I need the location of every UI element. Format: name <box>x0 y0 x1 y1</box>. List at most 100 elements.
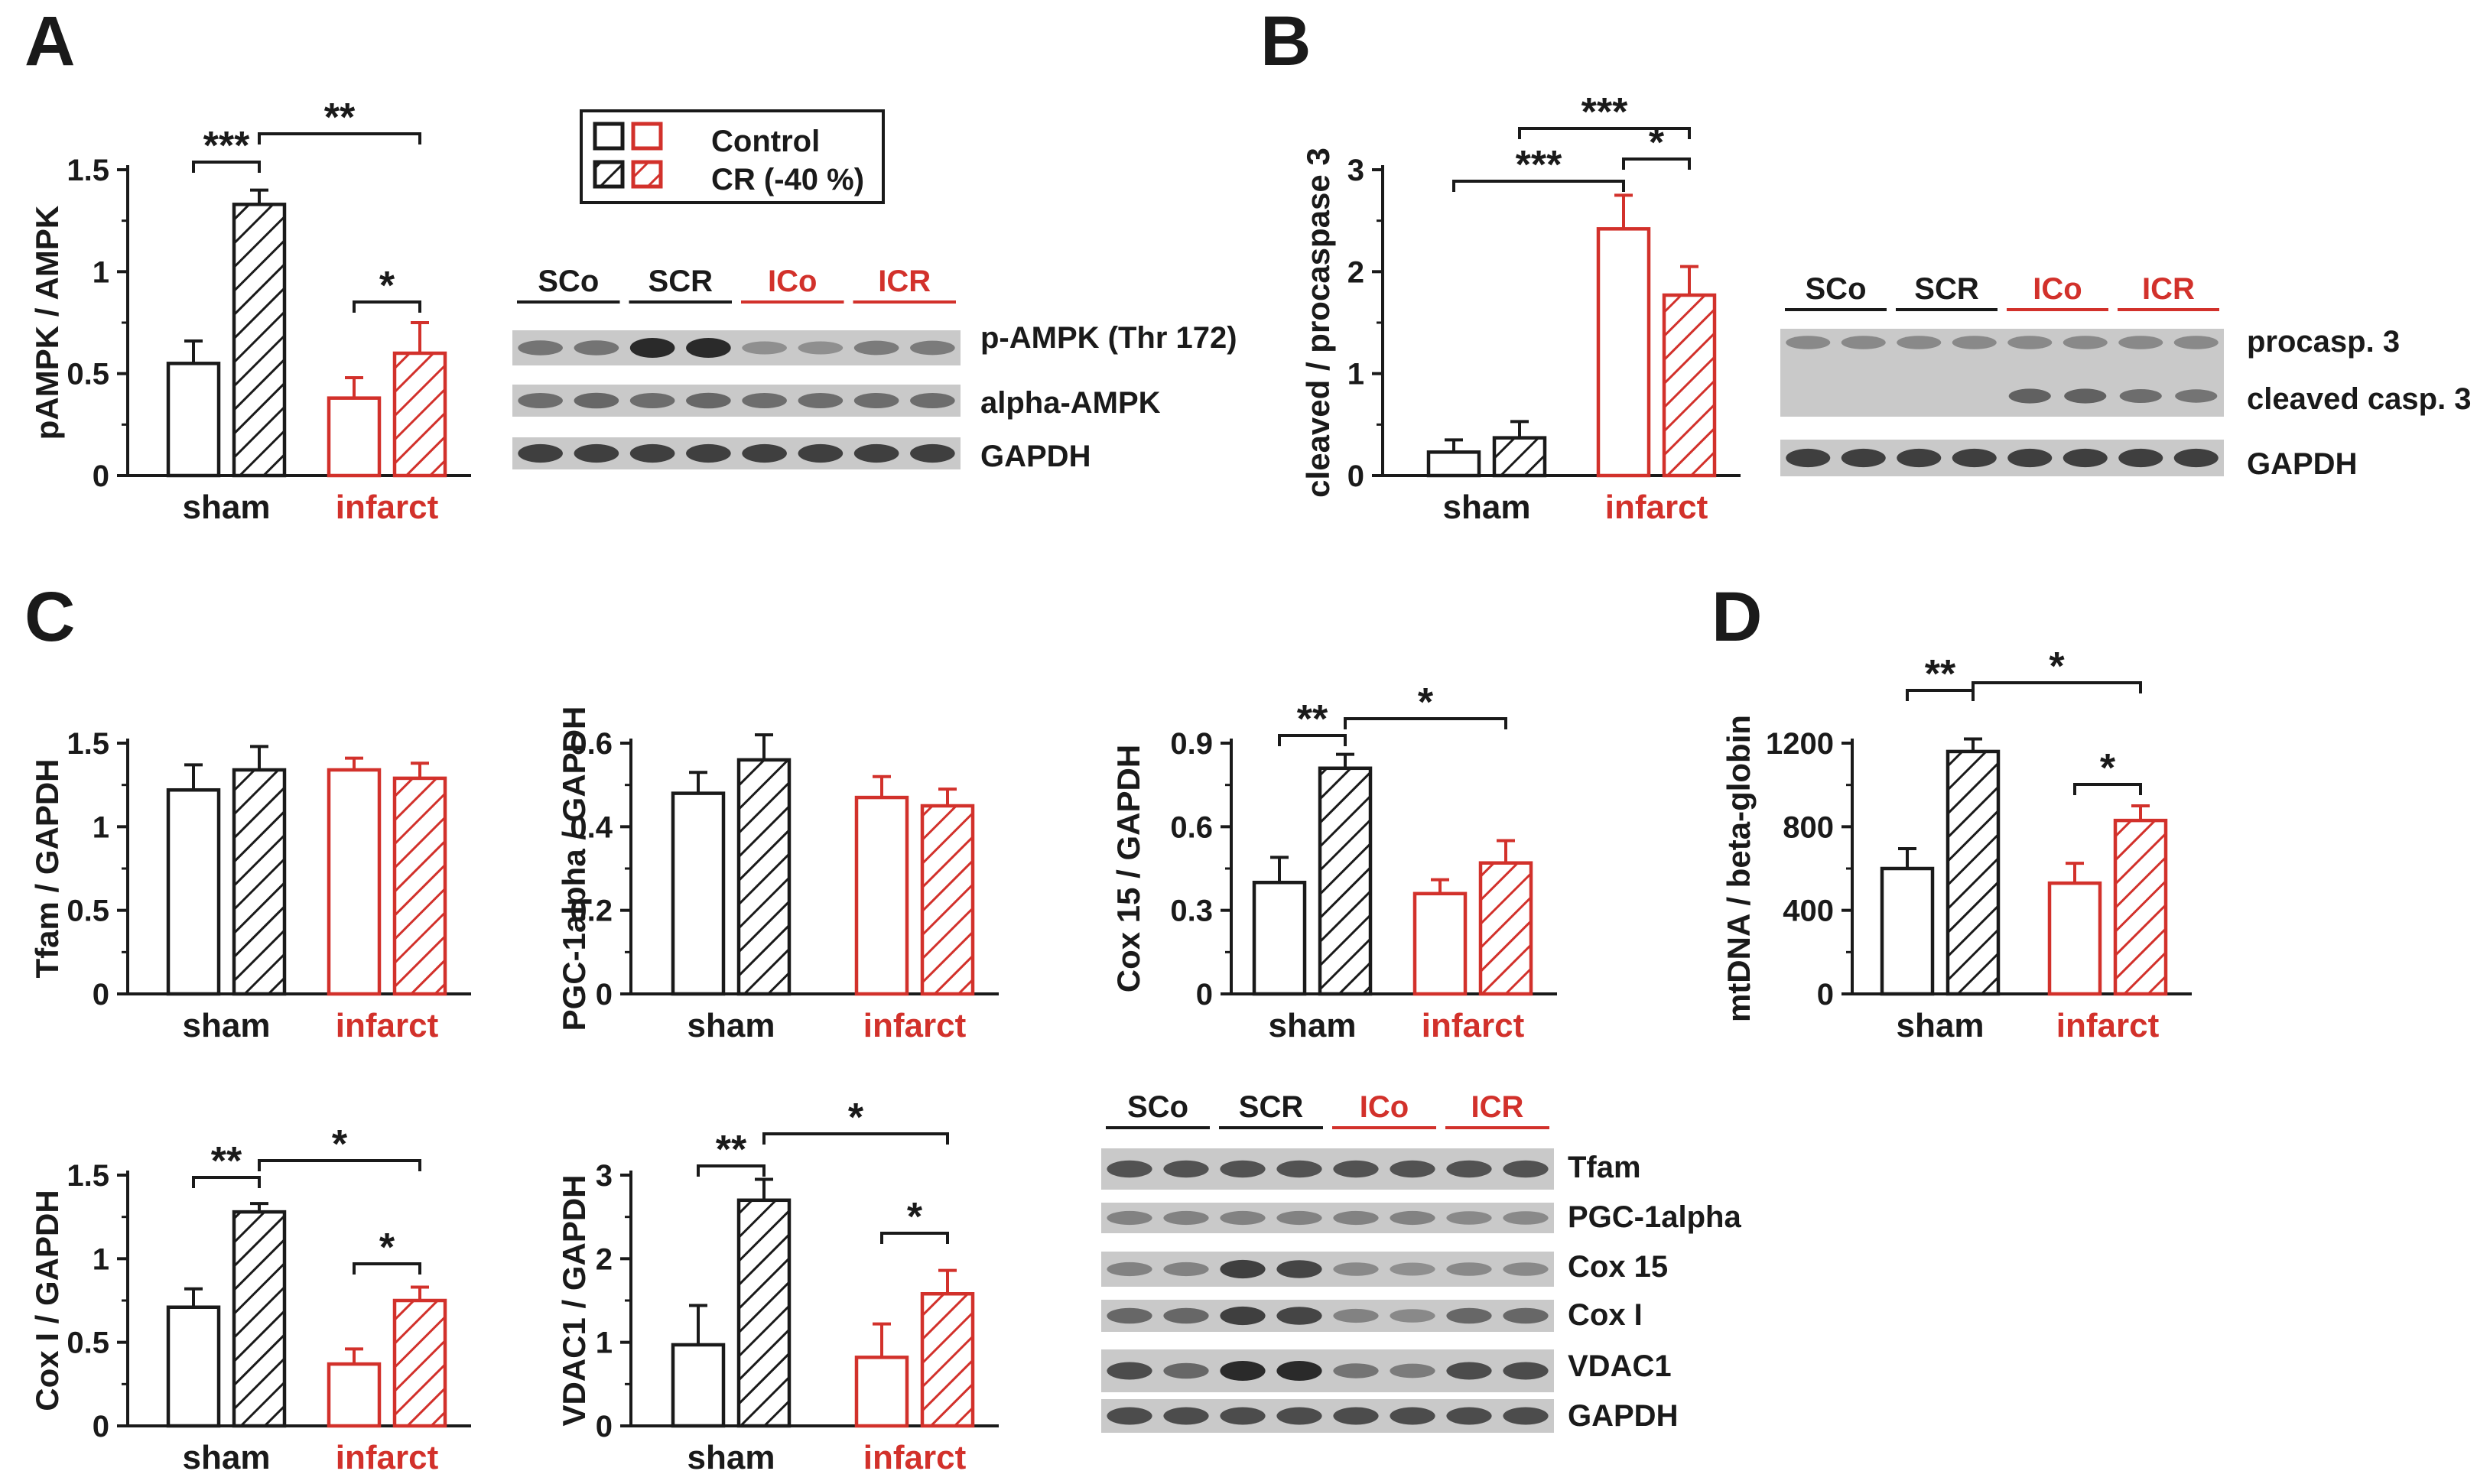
legend-swatch-control-infarct <box>631 122 663 151</box>
blot-band <box>1107 1307 1152 1324</box>
y-tick-label: 0 <box>1196 978 1213 1012</box>
category-label-sham: sham <box>1443 489 1531 526</box>
category-label-sham: sham <box>1897 1007 1985 1044</box>
y-axis-label: cleaved / procaspase 3 <box>1300 148 1336 498</box>
bracket-line <box>258 132 421 145</box>
sham-control-bar <box>1426 438 1481 478</box>
blot-band <box>1163 1210 1209 1226</box>
blot-band <box>1446 1211 1492 1225</box>
blot-band <box>1446 1262 1492 1276</box>
bar-rect <box>327 768 382 996</box>
bracket-line <box>192 161 261 173</box>
lane-label-ico: ICo <box>2033 272 2082 306</box>
blot-band <box>1107 1262 1152 1277</box>
y-tick-label: 0.4 <box>570 810 613 844</box>
blot-band <box>1503 1362 1549 1380</box>
category-label-sham: sham <box>183 1439 271 1476</box>
blot-row <box>1101 1300 1554 1332</box>
blot-band <box>574 340 619 356</box>
significance-bracket: * <box>1972 645 2142 693</box>
blot-label: VDAC1 <box>1568 1349 1672 1383</box>
category-label-infarct: infarct <box>863 1007 967 1044</box>
bar-rect <box>1252 880 1307 996</box>
y-axis-label: Tfam / GAPDH <box>29 758 65 978</box>
bracket-line <box>880 1232 949 1244</box>
blot-band <box>798 341 844 355</box>
significance-stars: *** <box>1516 143 1562 187</box>
blot-band <box>798 443 844 463</box>
blot-band <box>1220 1259 1266 1279</box>
y-tick-label: 1.5 <box>67 727 109 761</box>
bar-rect <box>1492 436 1547 478</box>
infarct-control-bar <box>854 1322 909 1428</box>
significance-stars: * <box>2049 645 2065 689</box>
infarct-cr-bar <box>920 787 975 996</box>
infarct-cr-bar <box>392 761 447 996</box>
panel-label-b: B <box>1260 2 1311 80</box>
bar-rect <box>1478 861 1533 996</box>
blot-band <box>1841 448 1886 468</box>
infarct-cr-bar <box>1662 265 1717 478</box>
infarct-control-bar <box>327 756 382 996</box>
blot-band <box>1333 1160 1379 1178</box>
bracket-line <box>1906 689 1975 701</box>
sham-cr-bar <box>232 745 287 996</box>
blot-band <box>1163 1362 1209 1379</box>
blot-band <box>1163 1262 1209 1277</box>
y-tick-label: 2 <box>1347 255 1364 289</box>
bar-rect <box>232 768 287 996</box>
lane-label-sco: SCo <box>1127 1090 1188 1124</box>
y-axis-label: Cox I / GAPDH <box>29 1190 65 1411</box>
bar-rect <box>327 1362 382 1428</box>
category-label-sham: sham <box>183 1007 271 1044</box>
bar-rect <box>671 791 726 996</box>
blot-band <box>686 392 731 409</box>
significance-stars: * <box>1649 121 1665 165</box>
blot-row <box>1101 1399 1554 1433</box>
blot-label: Cox I <box>1568 1298 1643 1332</box>
blot-row <box>512 385 961 417</box>
legend: Control CR (-40 %) <box>580 109 885 204</box>
bar-rect <box>920 1292 975 1428</box>
sham-control-bar <box>1252 856 1307 996</box>
blot-band <box>1276 1407 1322 1425</box>
blot-band <box>1163 1160 1209 1178</box>
bar-rect <box>166 362 221 478</box>
blot-band <box>1786 336 1831 349</box>
infarct-cr-bar <box>392 1285 447 1428</box>
bar-rect <box>1662 293 1717 478</box>
y-tick-label: 1 <box>93 255 109 289</box>
category-label-infarct: infarct <box>2056 1007 2160 1044</box>
significance-bracket: *** <box>1518 90 1691 139</box>
bar-rect <box>854 795 909 996</box>
blot-band <box>629 393 675 408</box>
blot-band <box>1503 1407 1549 1425</box>
significance-stars: * <box>379 1226 395 1270</box>
western-blot-mito-proteins: SCo SCR ICo ICR Tfam PGC-1alpha Cox 15 Cox I VDA… <box>1101 1090 1741 1433</box>
y-tick-label: 0 <box>93 1410 109 1443</box>
blot-band-cleaved <box>2175 389 2218 403</box>
sham-control-bar <box>166 1287 221 1428</box>
bar-rect <box>736 1198 792 1428</box>
significance-stars: * <box>379 264 395 308</box>
blot-band <box>1333 1210 1379 1226</box>
sham-control-bar <box>166 339 221 478</box>
bracket-line <box>697 1164 766 1177</box>
blot-band <box>2118 336 2163 349</box>
bar-rect <box>1946 749 2001 996</box>
bracket-line <box>258 1159 421 1171</box>
bracket-line <box>1622 157 1691 170</box>
blot-band <box>686 338 731 358</box>
category-label-infarct: infarct <box>1422 1007 1525 1044</box>
lane-label-sco: SCo <box>1806 272 1867 306</box>
y-tick-label: 0 <box>93 459 109 493</box>
significance-bracket: ** <box>1278 697 1347 746</box>
significance-stars: * <box>332 1122 348 1167</box>
legend-swatch-cr-infarct <box>631 160 663 189</box>
significance-bracket: * <box>762 1096 949 1145</box>
significance-stars: * <box>907 1195 923 1239</box>
blot-band <box>2007 448 2053 468</box>
